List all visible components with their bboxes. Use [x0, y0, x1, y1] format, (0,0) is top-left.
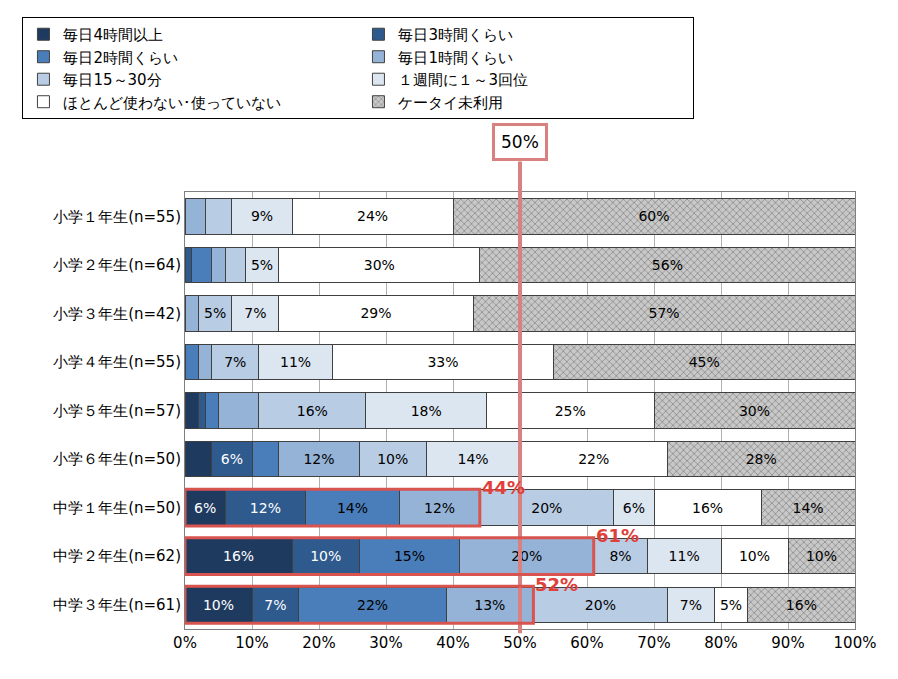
svg-text:小学５年生(n=57): 小学５年生(n=57): [53, 402, 181, 420]
svg-text:10%: 10%: [739, 548, 770, 564]
svg-text:20%: 20%: [302, 634, 335, 652]
svg-text:40%: 40%: [436, 634, 469, 652]
svg-text:中学１年生(n=50): 中学１年生(n=50): [53, 499, 181, 517]
svg-text:80%: 80%: [704, 634, 737, 652]
svg-text:10%: 10%: [377, 451, 408, 467]
svg-text:12%: 12%: [424, 500, 455, 516]
svg-text:15%: 15%: [394, 548, 425, 564]
svg-text:毎日4時間以上: 毎日4時間以上: [63, 26, 163, 44]
svg-text:56%: 56%: [652, 257, 683, 273]
svg-text:57%: 57%: [648, 305, 679, 321]
svg-text:小学１年生(n=55): 小学１年生(n=55): [53, 208, 181, 226]
svg-text:16%: 16%: [297, 403, 328, 419]
svg-text:9%: 9%: [251, 208, 273, 224]
svg-text:45%: 45%: [689, 354, 720, 370]
svg-text:10%: 10%: [203, 597, 234, 613]
svg-text:30%: 30%: [739, 403, 770, 419]
svg-text:ケータイ未利用: ケータイ未利用: [398, 94, 503, 112]
svg-text:20%: 20%: [531, 500, 562, 516]
svg-text:20%: 20%: [511, 548, 542, 564]
svg-text:中学２年生(n=62): 中学２年生(n=62): [53, 547, 181, 565]
svg-text:14%: 14%: [793, 500, 824, 516]
svg-text:11%: 11%: [669, 548, 700, 564]
svg-text:10%: 10%: [235, 634, 268, 652]
svg-text:小学２年生(n=64): 小学２年生(n=64): [53, 256, 181, 274]
svg-text:6%: 6%: [194, 500, 216, 516]
svg-text:20%: 20%: [585, 597, 616, 613]
svg-text:5%: 5%: [251, 257, 273, 273]
svg-text:7%: 7%: [244, 305, 266, 321]
svg-text:29%: 29%: [360, 305, 391, 321]
svg-text:5%: 5%: [720, 597, 742, 613]
svg-text:50%: 50%: [503, 634, 536, 652]
svg-text:5%: 5%: [204, 305, 226, 321]
svg-text:16%: 16%: [692, 500, 723, 516]
svg-text:16%: 16%: [223, 548, 254, 564]
svg-text:18%: 18%: [411, 403, 442, 419]
svg-text:16%: 16%: [786, 597, 817, 613]
svg-text:小学６年生(n=50): 小学６年生(n=50): [53, 450, 181, 468]
svg-text:毎日15～30分: 毎日15～30分: [63, 71, 161, 89]
svg-text:44%: 44%: [482, 477, 525, 498]
svg-text:7%: 7%: [680, 597, 702, 613]
svg-text:ほとんど使わない･使っていない: ほとんど使わない･使っていない: [63, 94, 281, 112]
svg-text:6%: 6%: [221, 451, 243, 467]
svg-text:毎日2時間くらい: 毎日2時間くらい: [63, 49, 178, 67]
svg-text:30%: 30%: [364, 257, 395, 273]
svg-text:10%: 10%: [806, 548, 837, 564]
svg-text:90%: 90%: [771, 634, 804, 652]
svg-text:7%: 7%: [264, 597, 286, 613]
svg-text:100%: 100%: [834, 634, 877, 652]
svg-text:25%: 25%: [555, 403, 586, 419]
svg-text:１週間に１～3回位: １週間に１～3回位: [398, 71, 528, 89]
svg-text:52%: 52%: [535, 574, 578, 595]
svg-text:33%: 33%: [427, 354, 458, 370]
svg-text:13%: 13%: [474, 597, 505, 613]
svg-text:61%: 61%: [596, 525, 639, 546]
svg-text:12%: 12%: [250, 500, 281, 516]
svg-text:14%: 14%: [458, 451, 489, 467]
svg-text:60%: 60%: [570, 634, 603, 652]
svg-text:6%: 6%: [623, 500, 645, 516]
svg-text:8%: 8%: [609, 548, 631, 564]
svg-text:毎日3時間くらい: 毎日3時間くらい: [398, 26, 513, 44]
svg-text:小学３年生(n=42): 小学３年生(n=42): [53, 305, 181, 323]
svg-text:50%: 50%: [501, 132, 539, 152]
svg-text:24%: 24%: [357, 208, 388, 224]
svg-text:11%: 11%: [280, 354, 311, 370]
svg-text:28%: 28%: [746, 451, 777, 467]
svg-text:10%: 10%: [310, 548, 341, 564]
svg-text:0%: 0%: [173, 634, 197, 652]
svg-text:22%: 22%: [357, 597, 388, 613]
svg-text:中学３年生(n=61): 中学３年生(n=61): [53, 596, 181, 614]
svg-text:毎日1時間くらい: 毎日1時間くらい: [398, 49, 513, 67]
svg-text:14%: 14%: [337, 500, 368, 516]
svg-text:70%: 70%: [637, 634, 670, 652]
svg-text:60%: 60%: [638, 208, 669, 224]
svg-text:12%: 12%: [303, 451, 334, 467]
svg-text:小学４年生(n=55): 小学４年生(n=55): [53, 353, 181, 371]
svg-text:30%: 30%: [369, 634, 402, 652]
svg-text:7%: 7%: [224, 354, 246, 370]
svg-text:22%: 22%: [578, 451, 609, 467]
